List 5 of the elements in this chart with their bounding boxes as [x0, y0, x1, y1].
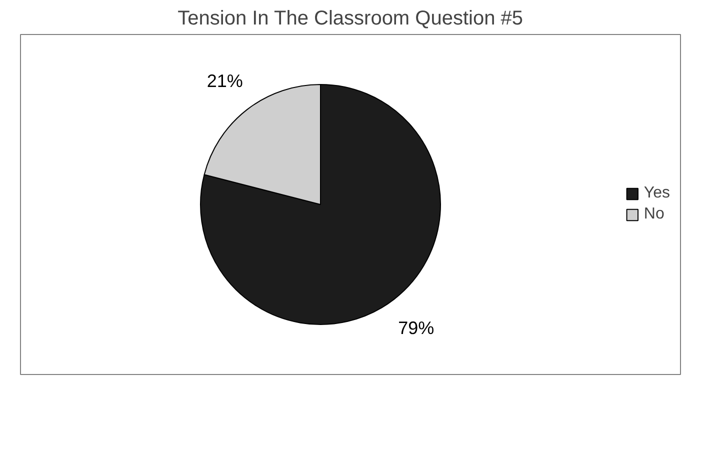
- legend-label: Yes: [644, 184, 670, 202]
- data-label: 79%: [398, 318, 434, 338]
- chart-title: Tension In The Classroom Question #5: [178, 8, 524, 30]
- data-label: 21%: [206, 71, 243, 92]
- legend-label: No: [644, 206, 664, 224]
